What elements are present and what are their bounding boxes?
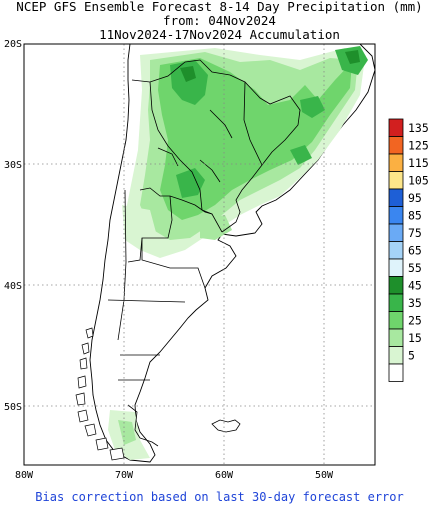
lat-label-50s: 50S <box>4 402 22 413</box>
legend-swatch <box>388 241 404 260</box>
legend-label: 85 <box>408 208 422 222</box>
lat-axis: 20S 30S 40S 50S <box>4 39 22 413</box>
bias-correction-note: Bias correction based on last 30-day for… <box>35 490 404 504</box>
legend-swatch <box>388 311 404 330</box>
legend-label: 55 <box>408 261 422 275</box>
legend-label: 135 <box>408 121 429 135</box>
political-boundaries <box>107 59 301 447</box>
legend-swatch <box>388 153 404 172</box>
legend-label: 45 <box>408 278 422 292</box>
map-title-line2: from: 04Nov2024 <box>163 13 276 28</box>
legend-label: 125 <box>408 138 429 152</box>
map-area <box>24 44 375 465</box>
legend-label: 115 <box>408 156 429 170</box>
legend-label: 5 <box>408 348 415 362</box>
legend-swatch <box>388 188 404 207</box>
legend-swatch <box>388 171 404 190</box>
legend-swatch <box>388 206 404 225</box>
legend-label: 15 <box>408 331 422 345</box>
legend-swatch <box>388 276 404 295</box>
precip-legend: 135 125 115 105 95 85 75 65 55 45 35 25 15 5 <box>388 118 429 382</box>
map-frame <box>23 43 376 466</box>
lat-label-40s: 40S <box>4 281 22 292</box>
legend-label: 95 <box>408 191 422 205</box>
legend-label: 105 <box>408 173 429 187</box>
legend-swatch <box>388 293 404 312</box>
lat-label-30s: 30S <box>4 160 22 171</box>
legend-swatch <box>388 363 404 382</box>
lon-label-80w: 80W <box>15 470 34 481</box>
legend-swatch <box>388 346 404 365</box>
legend-swatch <box>388 258 404 277</box>
lon-label-70w: 70W <box>115 470 134 481</box>
legend-label: 65 <box>408 243 422 257</box>
legend-label: 35 <box>408 296 422 310</box>
map-title-line3: 11Nov2024-17Nov2024 Accumulation <box>99 27 340 42</box>
chile-archipelago <box>75 327 125 461</box>
map-title-line1: NCEP GFS Ensemble Forecast 8-14 Day Prec… <box>16 0 423 14</box>
lat-label-20s: 20S <box>4 39 22 50</box>
lon-axis: 80W 70W 60W 50W <box>15 470 334 481</box>
lon-label-50w: 50W <box>315 470 334 481</box>
precip-shading <box>108 46 368 460</box>
legend-swatch <box>388 223 404 242</box>
graticule <box>24 44 375 465</box>
legend-swatch <box>388 328 404 347</box>
legend-label: 75 <box>408 226 422 240</box>
lon-label-60w: 60W <box>215 470 234 481</box>
legend-label: 25 <box>408 313 422 327</box>
legend-swatch <box>388 118 404 137</box>
falkland-islands <box>211 419 241 433</box>
legend-swatch <box>388 136 404 155</box>
